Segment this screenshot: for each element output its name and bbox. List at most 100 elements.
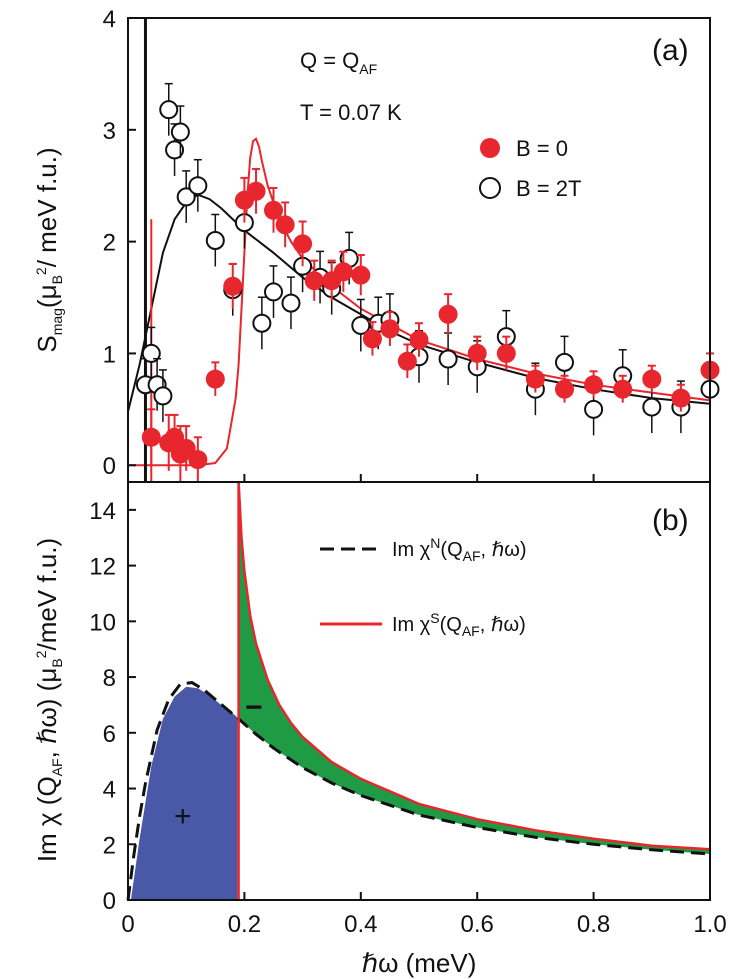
y-tick-label-b: 0 (103, 888, 116, 915)
panel-b-lines (126, 481, 711, 901)
legend-super-end: , ℏω) (480, 614, 526, 636)
ya-rest: / meV f.u.) (32, 147, 62, 267)
point-b0 (525, 369, 545, 389)
legend-super-label: Im χS(QAF, ℏω) (392, 610, 526, 639)
point-b0 (205, 369, 225, 389)
point-b0 (409, 330, 429, 350)
point-b0 (141, 427, 161, 447)
point-b0 (275, 215, 295, 235)
x-axis-label: ℏω (meV) (362, 948, 477, 978)
yb-mid: , ℏω) (μ (32, 668, 62, 759)
point-b0 (223, 276, 243, 296)
legend-super-mid: (Q (440, 614, 462, 636)
x-tick-label: 0.4 (344, 911, 377, 938)
ya-mag: mag (49, 308, 65, 335)
yb-af: AF (49, 758, 65, 776)
x-tick-label: 0.2 (228, 911, 261, 938)
point-b0 (246, 181, 266, 201)
legend-normal-sub: AF (463, 548, 481, 564)
y-tick-label-b: 6 (103, 721, 116, 748)
panel-b-label: (b) (652, 504, 689, 537)
x-tick-label: 0.8 (577, 911, 610, 938)
point-b0 (380, 319, 400, 339)
fit-line-b2t (127, 193, 711, 412)
point-b0 (188, 450, 208, 470)
legend-normal-end: , ℏω) (481, 539, 527, 561)
point-b0 (496, 343, 516, 363)
y-tick-label-b: 12 (89, 554, 116, 581)
point-b0 (362, 329, 382, 349)
point-b0 (642, 369, 662, 389)
legend-b2t-label: B = 2T (516, 176, 581, 201)
point-b0 (438, 304, 458, 324)
point-b0 (555, 379, 574, 399)
blue-spectral-area (130, 686, 238, 900)
ya-b: B (49, 275, 65, 284)
panel-a-label: (a) (652, 34, 689, 67)
yb-im: Im χ (Q (32, 776, 62, 862)
y-tick-label-a: 0 (103, 453, 116, 480)
annotation-q-main: Q = Q (300, 48, 359, 73)
x-tick-label: 1.0 (693, 911, 726, 938)
y-tick-label-b: 10 (89, 609, 116, 636)
point-b0 (333, 262, 353, 282)
point-b0 (304, 271, 324, 291)
legend-normal-sup: N (430, 535, 440, 551)
annotation-minus: − (245, 691, 263, 724)
y-tick-label-b: 8 (103, 665, 116, 692)
yb-b: B (49, 658, 65, 667)
point-b0 (397, 351, 417, 371)
point-b0 (613, 379, 633, 399)
legend-b2t-marker (479, 177, 501, 199)
legend-super-prefix: Im χ (392, 614, 431, 636)
panel-a-points (135, 82, 720, 482)
x-tick-label: 0.6 (461, 911, 494, 938)
y-tick-label-b: 4 (103, 777, 116, 804)
y-tick-label-a: 3 (103, 118, 116, 145)
point-b0 (351, 265, 371, 285)
point-b0 (584, 375, 604, 395)
y-tick-label-a: 4 (103, 6, 116, 33)
point-b0 (264, 200, 283, 220)
ya-mu: (μ (32, 284, 62, 308)
legend-normal-label: Im χN(QAF, ℏω) (392, 535, 527, 564)
point-b2t (153, 386, 173, 406)
legend-b0-marker (480, 138, 500, 158)
point-b2t (555, 352, 574, 372)
point-b2t (170, 122, 190, 142)
point-b2t (264, 282, 283, 302)
panel-b-frame (127, 481, 711, 901)
legend-super-sub: AF (462, 623, 480, 639)
point-b2t (252, 313, 272, 333)
superconducting-line (237, 481, 711, 851)
fit-line-b0 (128, 137, 711, 467)
ya-s: S (32, 335, 62, 352)
annotation-plus: + (174, 800, 192, 833)
legend-b0-label: B = 0 (516, 136, 568, 161)
point-b2t (584, 399, 604, 419)
y-tick-label-b: 2 (103, 832, 116, 859)
yb-rest: /meV f.u.) (32, 538, 62, 651)
annotation-q: Q = QAF (300, 48, 377, 77)
y-tick-label-b: 14 (89, 498, 116, 525)
legend-normal-prefix: Im χ (392, 539, 431, 561)
point-b2t (141, 343, 161, 363)
panel-b-areas (130, 482, 710, 900)
ya-two: 2 (33, 267, 49, 275)
point-b0 (671, 388, 691, 408)
point-b2t (165, 140, 185, 160)
annotation-temperature: T = 0.07 K (300, 100, 402, 125)
y-tick-label-a: 2 (103, 230, 116, 257)
point-b0 (293, 234, 313, 254)
point-b0 (467, 343, 487, 363)
panel-a-y-axis-label: Smag(μB2/ meV f.u.) (32, 147, 65, 352)
annotation-q-sub: AF (359, 61, 377, 77)
y-tick-label-a: 1 (103, 341, 116, 368)
panel-b-y-axis-label: Im χ (QAF, ℏω) (μB2/meV f.u.) (32, 538, 65, 862)
point-b2t (642, 397, 662, 417)
point-b2t (438, 349, 458, 369)
legend-normal-mid: (Q (440, 539, 462, 561)
point-b2t (176, 187, 196, 207)
